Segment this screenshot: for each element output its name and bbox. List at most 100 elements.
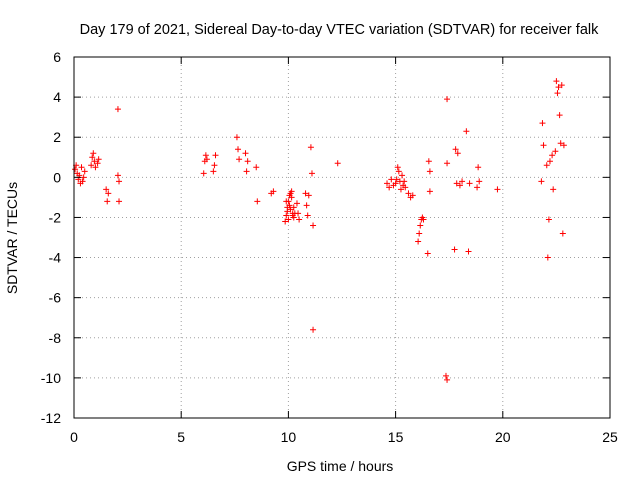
data-point xyxy=(302,190,309,197)
data-point xyxy=(103,186,110,193)
plot-frame xyxy=(73,56,611,419)
data-point xyxy=(392,180,399,187)
data-point xyxy=(456,182,463,189)
data-point xyxy=(402,184,409,191)
data-point xyxy=(549,152,556,159)
data-point xyxy=(212,152,219,159)
data-point xyxy=(426,188,433,195)
data-point xyxy=(211,162,218,169)
y-tick-label: -6 xyxy=(49,290,62,306)
data-point xyxy=(90,150,97,157)
data-point xyxy=(287,206,294,213)
data-point xyxy=(80,174,87,181)
ticks-layer: 0 5 10 15 20 25 -12 -10 -8 -6 -4 -2 0 2 4 6 xyxy=(41,49,618,445)
data-point xyxy=(394,164,401,171)
data-point xyxy=(444,96,451,103)
data-point xyxy=(463,128,470,135)
data-point xyxy=(552,148,559,155)
data-point xyxy=(253,164,260,171)
data-point xyxy=(290,204,297,211)
data-point xyxy=(459,178,466,185)
data-point xyxy=(233,134,240,141)
y-axis-label: SDTVAR / TECUs xyxy=(4,182,20,294)
y-tick-label: 0 xyxy=(53,169,61,185)
data-point xyxy=(284,208,291,215)
data-point xyxy=(415,238,422,245)
data-point xyxy=(308,170,315,177)
data-point xyxy=(334,160,341,167)
data-point xyxy=(288,188,295,195)
data-point xyxy=(395,168,402,175)
data-point xyxy=(401,178,408,185)
y-tick-label: 6 xyxy=(53,49,61,65)
data-point xyxy=(388,176,395,183)
data-point xyxy=(81,168,88,175)
data-point xyxy=(114,172,121,179)
y-tick-label: -2 xyxy=(49,209,62,225)
data-point xyxy=(91,158,98,165)
data-point xyxy=(384,180,391,187)
chart-title: Day 179 of 2021, Sidereal Day-to-day VTE… xyxy=(80,22,599,38)
data-point xyxy=(454,150,461,157)
data-point xyxy=(235,146,242,153)
x-tick-label: 20 xyxy=(495,429,511,445)
data-point xyxy=(203,156,210,163)
grid-layer xyxy=(74,57,610,418)
y-tick-label: -12 xyxy=(41,410,61,426)
data-point xyxy=(305,192,312,199)
data-point xyxy=(554,90,561,97)
data-point xyxy=(283,212,290,219)
data-point xyxy=(451,246,458,253)
x-tick-label: 5 xyxy=(177,429,185,445)
data-point xyxy=(553,78,560,85)
data-point xyxy=(283,198,290,205)
data-point xyxy=(116,178,123,185)
data-point xyxy=(417,222,424,229)
data-point xyxy=(293,200,300,207)
data-point xyxy=(544,254,551,261)
y-tick-label: -10 xyxy=(41,370,61,386)
data-point xyxy=(538,178,545,185)
data-point xyxy=(288,194,295,201)
data-point xyxy=(444,160,451,167)
data-point xyxy=(72,166,79,173)
data-point xyxy=(89,154,96,161)
data-point xyxy=(285,216,292,223)
data-point xyxy=(295,210,302,217)
data-point xyxy=(397,186,404,193)
data-point xyxy=(465,248,472,255)
x-tick-label: 25 xyxy=(602,429,618,445)
data-point xyxy=(543,162,550,169)
data-point xyxy=(92,164,99,171)
y-tick-label: -8 xyxy=(49,330,62,346)
data-point xyxy=(426,168,433,175)
data-point xyxy=(254,198,261,205)
data-point xyxy=(550,186,557,193)
y-tick-label: 4 xyxy=(53,89,61,105)
data-point xyxy=(282,218,289,225)
data-point xyxy=(200,170,207,177)
data-point xyxy=(444,376,451,383)
data-point xyxy=(420,216,427,223)
data-point xyxy=(303,202,310,209)
data-point xyxy=(424,250,431,257)
data-point xyxy=(95,156,102,163)
data-point xyxy=(442,372,449,379)
data-point xyxy=(556,112,563,119)
data-point xyxy=(540,142,547,149)
data-point xyxy=(539,120,546,127)
y-tick-label: 2 xyxy=(53,129,61,145)
data-point xyxy=(453,180,460,187)
data-point xyxy=(236,156,243,163)
data-point xyxy=(296,216,303,223)
data-point xyxy=(393,176,400,183)
data-point xyxy=(88,162,95,169)
y-tick-label: -4 xyxy=(49,250,62,266)
data-point xyxy=(286,202,293,209)
data-point xyxy=(555,84,562,91)
data-point xyxy=(474,184,481,191)
data-point xyxy=(557,140,564,147)
data-point xyxy=(558,82,565,89)
data-point xyxy=(476,178,483,185)
